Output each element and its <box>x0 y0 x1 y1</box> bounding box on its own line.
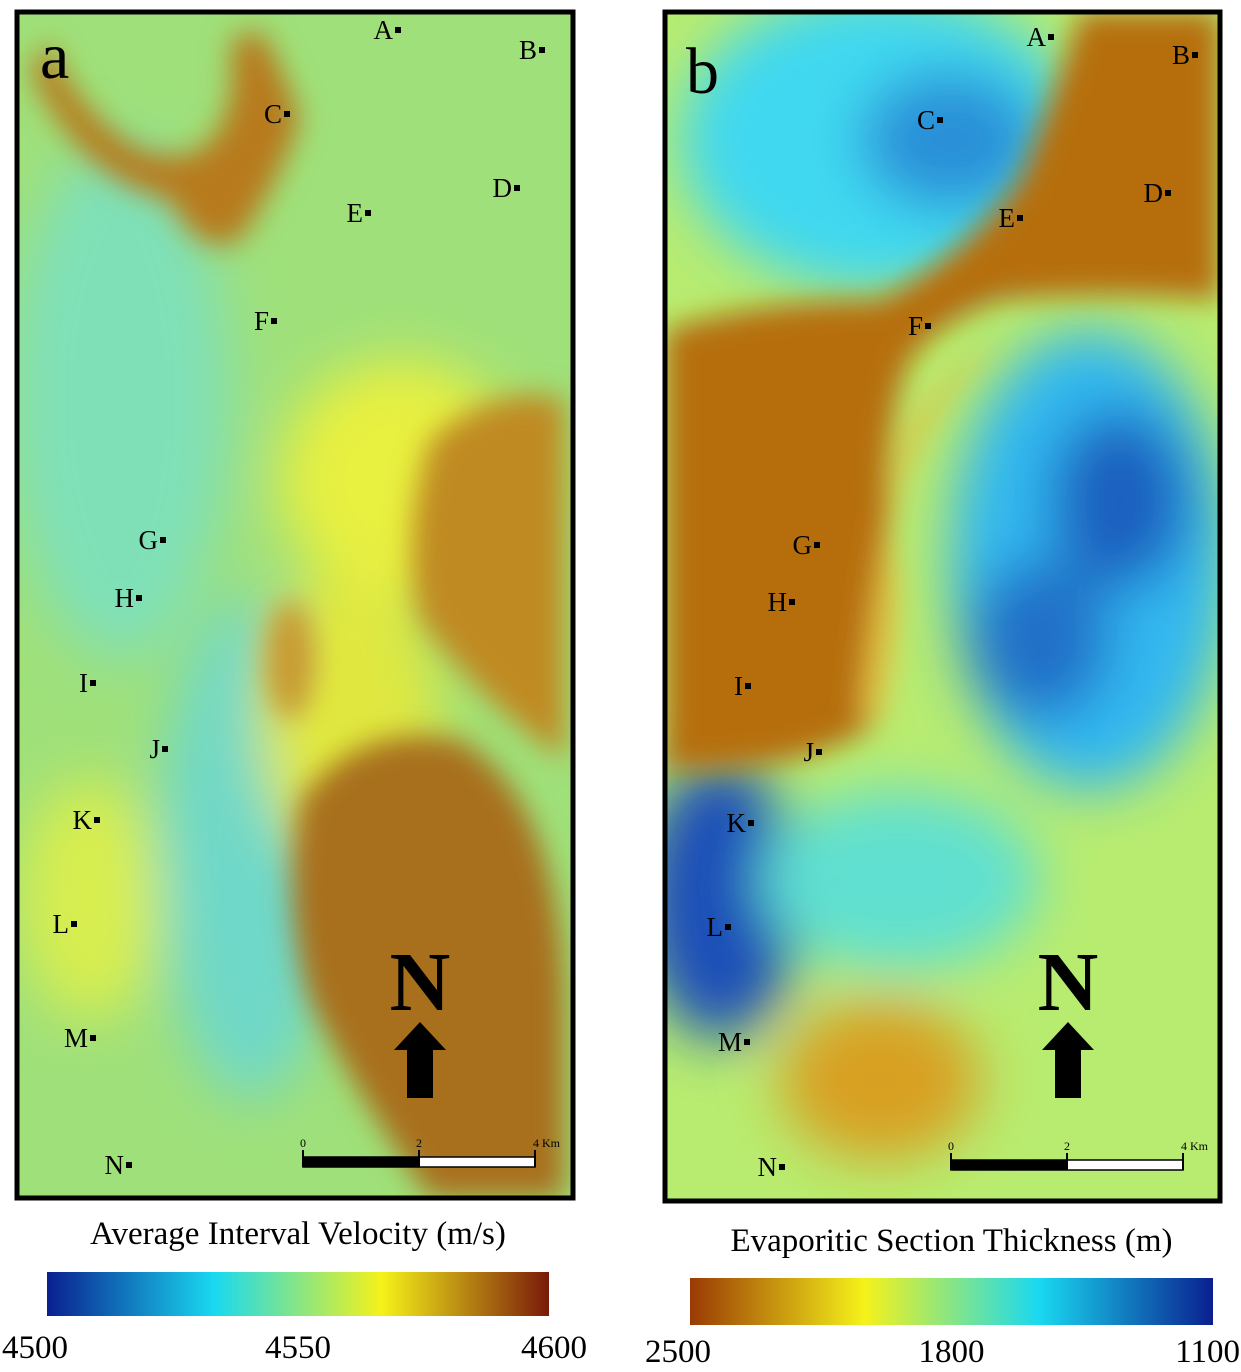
well-marker <box>94 817 100 823</box>
well-marker <box>779 1164 785 1170</box>
well-marker <box>136 595 142 601</box>
frame <box>662 9 1223 1204</box>
well-marker <box>748 820 754 826</box>
north-label: N <box>1038 936 1099 1029</box>
well-label: K <box>73 805 93 835</box>
well-label: I <box>734 671 743 701</box>
well-label: A <box>374 15 394 45</box>
well-marker <box>539 47 545 53</box>
well-label: C <box>917 105 935 135</box>
well-label: F <box>908 311 923 341</box>
colorbar-tick-label: 2500 <box>645 1334 711 1370</box>
well-label: L <box>53 909 70 939</box>
north-arrow <box>394 1022 446 1098</box>
well-marker <box>90 1035 96 1041</box>
scale-label: 0 <box>948 1139 954 1153</box>
well-label: N <box>105 1150 125 1180</box>
colorbar-tick-label: 4600 <box>521 1330 587 1366</box>
well-label: I <box>79 668 88 698</box>
colorbar-title: Evaporitic Section Thickness (m) <box>730 1223 1172 1259</box>
well-marker <box>1165 190 1171 196</box>
well-label: M <box>718 1027 742 1057</box>
panel-letter: a <box>40 20 69 93</box>
well-label: E <box>347 198 364 228</box>
frame <box>14 9 576 1201</box>
scale-bar-fill <box>951 1160 1067 1170</box>
well-marker <box>514 185 520 191</box>
well-marker <box>744 1039 750 1045</box>
well-marker <box>725 924 731 930</box>
well-marker <box>284 111 290 117</box>
well-label: N <box>758 1152 778 1182</box>
scale-label: 2 <box>416 1136 422 1150</box>
well-label: J <box>803 737 814 767</box>
scale-label: 2 <box>1064 1139 1070 1153</box>
panel-letter: b <box>686 35 719 108</box>
well-marker <box>814 542 820 548</box>
well-marker <box>71 921 77 927</box>
well-label: H <box>768 587 788 617</box>
well-label: H <box>115 583 135 613</box>
well-label: B <box>1172 40 1190 70</box>
colorbar <box>47 1272 549 1316</box>
colorbar-tick-label: 1100 <box>1175 1334 1240 1370</box>
colorbar-tick-label: 1800 <box>919 1334 985 1370</box>
well-marker <box>925 323 931 329</box>
colorbar <box>690 1278 1213 1325</box>
well-label: M <box>64 1023 88 1053</box>
well-marker <box>937 117 943 123</box>
well-marker <box>1048 34 1054 40</box>
well-marker <box>160 537 166 543</box>
well-label: E <box>999 203 1016 233</box>
scale-label: 4 Km <box>533 1136 561 1150</box>
well-marker <box>789 599 795 605</box>
well-label: A <box>1027 22 1047 52</box>
well-marker <box>395 27 401 33</box>
well-marker <box>365 210 371 216</box>
colorbar-title: Average Interval Velocity (m/s) <box>90 1216 506 1252</box>
well-marker <box>162 746 168 752</box>
scale-bar-fill <box>303 1157 419 1167</box>
well-label: K <box>727 808 747 838</box>
well-label: F <box>254 306 269 336</box>
well-marker <box>1017 215 1023 221</box>
scale-label: 4 Km <box>1181 1139 1209 1153</box>
well-marker <box>271 318 277 324</box>
colorbar-tick-label: 4550 <box>265 1330 331 1366</box>
well-label: D <box>493 173 513 203</box>
well-marker <box>90 680 96 686</box>
well-label: B <box>519 35 537 65</box>
well-marker <box>745 683 751 689</box>
well-label: C <box>264 99 282 129</box>
north-arrow <box>1042 1022 1094 1098</box>
well-label: D <box>1144 178 1164 208</box>
well-label: J <box>149 734 160 764</box>
well-marker <box>1192 52 1198 58</box>
well-label: L <box>707 912 724 942</box>
north-label: N <box>390 936 451 1029</box>
well-marker <box>126 1162 132 1168</box>
scale-label: 0 <box>300 1136 306 1150</box>
map-b <box>665 12 1220 1201</box>
colorbar-tick-label: 4500 <box>2 1330 68 1366</box>
well-label: G <box>793 530 813 560</box>
well-label: G <box>139 525 159 555</box>
well-marker <box>816 749 822 755</box>
map-a <box>17 12 573 1198</box>
